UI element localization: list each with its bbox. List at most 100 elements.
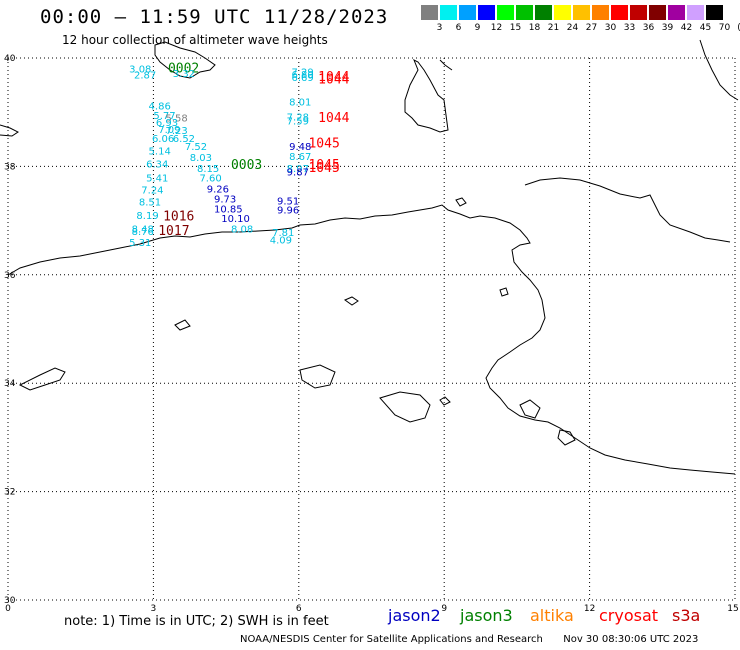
wave-height-label: 7.29 <box>292 67 314 78</box>
island-chott <box>299 364 336 389</box>
track-time-label: 0003 <box>231 158 262 173</box>
corsica-fragment <box>439 59 453 71</box>
track-time-label: 1044 <box>318 111 349 126</box>
wave-height-label: 8.08 <box>231 225 253 236</box>
lon-tick-label: 12 <box>584 604 595 614</box>
east-island <box>557 429 576 446</box>
wave-height-label: 8.48 <box>132 225 154 236</box>
map-gridlines <box>7 57 736 601</box>
color-swatch <box>592 5 610 20</box>
color-swatch-label: 27 <box>585 23 598 33</box>
color-swatch-label: 33 <box>623 23 636 33</box>
satellite-legend-jason3: jason3 <box>460 606 513 625</box>
wave-height-label: 7.23 <box>166 126 188 137</box>
island-malta <box>455 197 467 207</box>
wave-height-label: 7.09 <box>158 125 180 136</box>
color-swatch <box>516 5 534 20</box>
color-swatch <box>497 5 515 20</box>
satellite-legend-cryosat: cryosat <box>599 606 659 625</box>
color-swatch-label: 15 <box>509 23 522 33</box>
lat-tick-label: 40 <box>4 54 16 64</box>
footer-credit: NOAA/NESDIS Center for Satellite Applica… <box>240 634 698 645</box>
wave-height-label: 2.87 <box>134 71 156 82</box>
wave-height-label: 5.41 <box>146 174 168 185</box>
wave-height-label: 8.67 <box>289 152 311 163</box>
color-swatch <box>554 5 572 20</box>
wave-height-label: 4.09 <box>270 235 292 246</box>
color-swatch-label: 21 <box>547 23 560 33</box>
island-zembra <box>499 287 509 297</box>
wave-height-label: 7.52 <box>185 142 207 153</box>
track-time-label: 1044 <box>318 70 349 85</box>
lat-tick-label: 38 <box>4 162 16 172</box>
color-swatch-label: 3 <box>436 23 443 33</box>
kerkennah-island <box>519 399 541 419</box>
djerba-island <box>379 391 431 423</box>
wave-height-label: 8.03 <box>190 153 212 164</box>
wave-height-label: 6.93 <box>156 118 178 129</box>
color-swatch <box>535 5 553 20</box>
wave-height-label: 5.31 <box>129 238 151 249</box>
color-swatch-label: 45 <box>699 23 712 33</box>
map-subtitle: 12 hour collection of altimeter wave hei… <box>62 33 328 47</box>
wave-height-label: 9.73 <box>214 195 236 206</box>
italy-fragment <box>699 39 739 101</box>
track-time-label: 1017 <box>158 224 189 239</box>
color-swatch-label: 42 <box>680 23 693 33</box>
lat-tick-label: 36 <box>4 271 16 281</box>
wave-height-label: 7.59 <box>287 117 309 128</box>
wave-height-label: 8.19 <box>136 211 158 222</box>
coastline <box>0 39 739 475</box>
wave-height-label: 7.24 <box>141 186 163 197</box>
wave-height-label: 8.51 <box>139 197 161 208</box>
menorca-coastline <box>0 124 19 137</box>
lon-tick-label: 15 <box>727 604 738 614</box>
color-scale-unit: (ft) <box>733 23 740 33</box>
wave-height-label: 6.34 <box>146 159 168 170</box>
color-swatch <box>649 5 667 20</box>
lon-tick-label: 3 <box>151 604 157 614</box>
wave-height-label: 9.26 <box>207 184 229 195</box>
lon-tick-label: 9 <box>441 604 447 614</box>
map-title: 00:00 – 11:59 UTC 11/28/2023 <box>40 6 389 28</box>
west-island <box>18 367 66 391</box>
track-time-label: 1045 <box>308 136 339 151</box>
bottom-legend: note: 1) Time is in UTC; 2) SWH is in fe… <box>64 610 329 629</box>
wave-height-label: 6.80 <box>292 70 314 81</box>
north-africa-coastline <box>7 204 736 475</box>
color-swatch <box>459 5 477 20</box>
sardinia-coastline <box>404 58 449 133</box>
credit-text: NOAA/NESDIS Center for Satellite Applica… <box>240 634 543 645</box>
wave-height-label: 9.51 <box>277 196 299 207</box>
wave-height-label: 7.81 <box>272 228 294 239</box>
color-swatch <box>440 5 458 20</box>
track-time-label: 1045 <box>308 161 339 176</box>
color-swatch <box>706 5 724 20</box>
wave-height-label: 6.52 <box>173 134 195 145</box>
wave-height-label: 10.85 <box>214 204 243 215</box>
wave-height-label: 10.10 <box>221 214 250 225</box>
color-swatch-label: 18 <box>528 23 541 33</box>
wave-height-labels: 3.082.87 3.32 4.865.775.586.937.097.236.06… <box>129 65 314 249</box>
wave-height-label: 3.08 <box>129 65 151 76</box>
color-swatch-label: 6 <box>455 23 462 33</box>
lat-tick-label: 30 <box>4 596 16 606</box>
color-swatch <box>611 5 629 20</box>
lon-tick-label: 0 <box>5 604 11 614</box>
wave-height-label: 4.86 <box>149 101 171 112</box>
wave-height-label: 8.15 <box>197 164 219 175</box>
color-swatch-label: 9 <box>474 23 481 33</box>
color-swatch-label: 36 <box>642 23 655 33</box>
color-swatch-label: 24 <box>566 23 579 33</box>
color-swatch <box>478 5 496 20</box>
track-time-label: 1044 <box>318 72 349 87</box>
note-text: note: 1) Time is in UTC; 2) SWH is in fe… <box>64 614 329 629</box>
color-swatch <box>668 5 686 20</box>
wave-height-label: 5.58 <box>166 113 188 124</box>
track-time-label: 1045 <box>308 158 339 173</box>
color-swatch-label: 70 <box>718 23 731 33</box>
island-galite <box>343 296 359 306</box>
